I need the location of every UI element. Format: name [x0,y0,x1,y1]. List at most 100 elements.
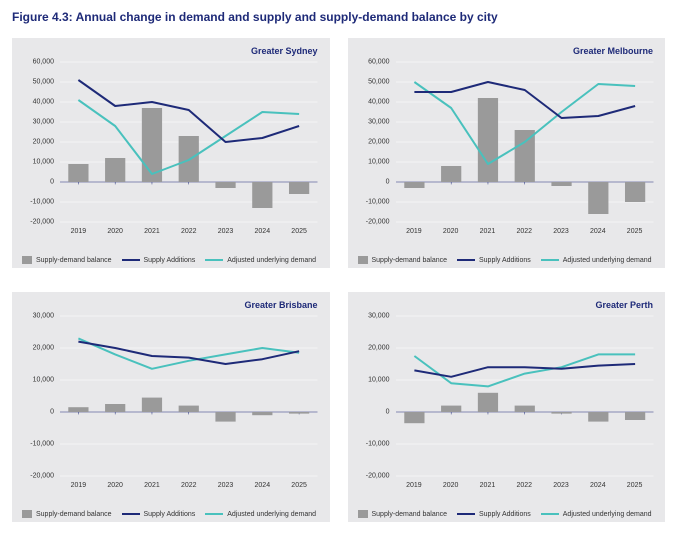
x-tick-label: 2022 [181,482,197,489]
x-tick-label: 2020 [107,482,123,489]
bar [142,398,162,412]
panel-title: Greater Melbourne [573,46,653,56]
x-tick-label: 2020 [107,228,123,235]
legend-swatch-demand [541,513,559,515]
y-tick-label: -20,000 [30,473,54,480]
legend-item-bar: Supply-demand balance [358,256,448,264]
y-tick-label: 20,000 [368,139,389,146]
legend-label-demand: Adjusted underlying demand [227,511,316,518]
y-tick-label: -20,000 [366,473,390,480]
legend-swatch-supply [457,513,475,515]
x-tick-label: 2023 [553,228,569,235]
bar [105,404,125,412]
y-tick-label: 20,000 [33,139,54,146]
y-tick-label: 30,000 [368,313,389,320]
x-tick-label: 2023 [218,482,234,489]
x-tick-label: 2020 [443,228,459,235]
y-tick-label: -20,000 [366,219,390,226]
legend-swatch-bar [358,256,368,264]
line-demand [78,338,299,368]
x-tick-label: 2021 [144,482,160,489]
y-tick-label: 50,000 [368,79,389,86]
legend-item-bar: Supply-demand balance [22,256,112,264]
bar [441,166,461,182]
y-tick-label: 20,000 [368,345,389,352]
plot-area [60,62,318,222]
figure-title: Figure 4.3: Annual change in demand and … [12,10,665,24]
bar [551,412,571,414]
legend-label-bar: Supply-demand balance [36,257,112,264]
y-tick-label: 30,000 [368,119,389,126]
x-tick-label: 2024 [590,482,606,489]
legend-swatch-demand [541,259,559,261]
x-tick-label: 2025 [627,482,643,489]
y-tick-label: -20,000 [30,219,54,226]
x-tick-label: 2019 [406,482,422,489]
legend-label-bar: Supply-demand balance [372,511,448,518]
y-tick-label: -10,000 [30,199,54,206]
line-supply [78,80,299,142]
plot-area [396,62,654,222]
y-tick-label: 20,000 [33,345,54,352]
legend: Supply-demand balanceSupply AdditionsAdj… [358,510,656,518]
x-tick-label: 2019 [71,482,87,489]
bar [551,182,571,186]
bar [588,412,608,422]
legend-item-supply: Supply Additions [122,511,196,518]
bar [477,393,497,412]
x-tick-label: 2025 [627,228,643,235]
legend: Supply-demand balanceSupply AdditionsAdj… [22,256,320,264]
bar [68,407,88,412]
y-tick-label: 0 [386,409,390,416]
x-tick-label: 2019 [406,228,422,235]
bar [179,406,199,412]
plot-area [60,316,318,476]
bar [624,412,644,420]
bar [624,182,644,202]
bar [215,182,235,188]
x-tick-label: 2025 [291,482,307,489]
panel-sydney: Greater Sydney-20,000-10,000010,00020,00… [12,38,330,268]
bar [105,158,125,182]
legend-swatch-supply [122,513,140,515]
panel-brisbane: Greater Brisbane-20,000-10,000010,00020,… [12,292,330,522]
y-tick-label: 60,000 [368,59,389,66]
y-tick-label: 50,000 [33,79,54,86]
legend-swatch-bar [22,256,32,264]
y-tick-label: 10,000 [368,377,389,384]
panel-title: Greater Sydney [251,46,318,56]
legend-label-demand: Adjusted underlying demand [563,511,652,518]
legend-item-bar: Supply-demand balance [358,510,448,518]
panel-title: Greater Brisbane [244,300,317,310]
x-tick-label: 2021 [480,228,496,235]
x-tick-label: 2022 [516,228,532,235]
bar [68,164,88,182]
panel-melbourne: Greater Melbourne-20,000-10,000010,00020… [348,38,666,268]
x-tick-label: 2022 [516,482,532,489]
legend-item-bar: Supply-demand balance [22,510,112,518]
legend-item-demand: Adjusted underlying demand [541,511,652,518]
y-tick-label: 40,000 [368,99,389,106]
legend-item-supply: Supply Additions [122,257,196,264]
legend-label-supply: Supply Additions [479,257,531,264]
legend-swatch-demand [205,513,223,515]
bar [404,412,424,423]
x-tick-label: 2024 [590,228,606,235]
x-tick-label: 2021 [480,482,496,489]
x-tick-label: 2021 [144,228,160,235]
bar [289,182,309,194]
legend: Supply-demand balance Supply Additions Adj… [22,510,320,518]
y-tick-label: 10,000 [368,159,389,166]
bar [252,182,272,208]
bar [289,412,309,414]
x-tick-label: 2019 [71,228,87,235]
bar [215,412,235,422]
y-tick-label: -10,000 [366,441,390,448]
y-tick-label: 60,000 [33,59,54,66]
x-tick-label: 2024 [255,228,271,235]
legend-item-supply: Supply Additions [457,257,531,264]
legend-item-demand: Adjusted underlying demand [541,257,652,264]
panel-perth: Greater Perth -20,000 -10,000 0 10,000 20,000… [348,292,666,522]
y-tick-label: 10,000 [33,377,54,384]
panel-title: Greater Perth [595,300,653,310]
